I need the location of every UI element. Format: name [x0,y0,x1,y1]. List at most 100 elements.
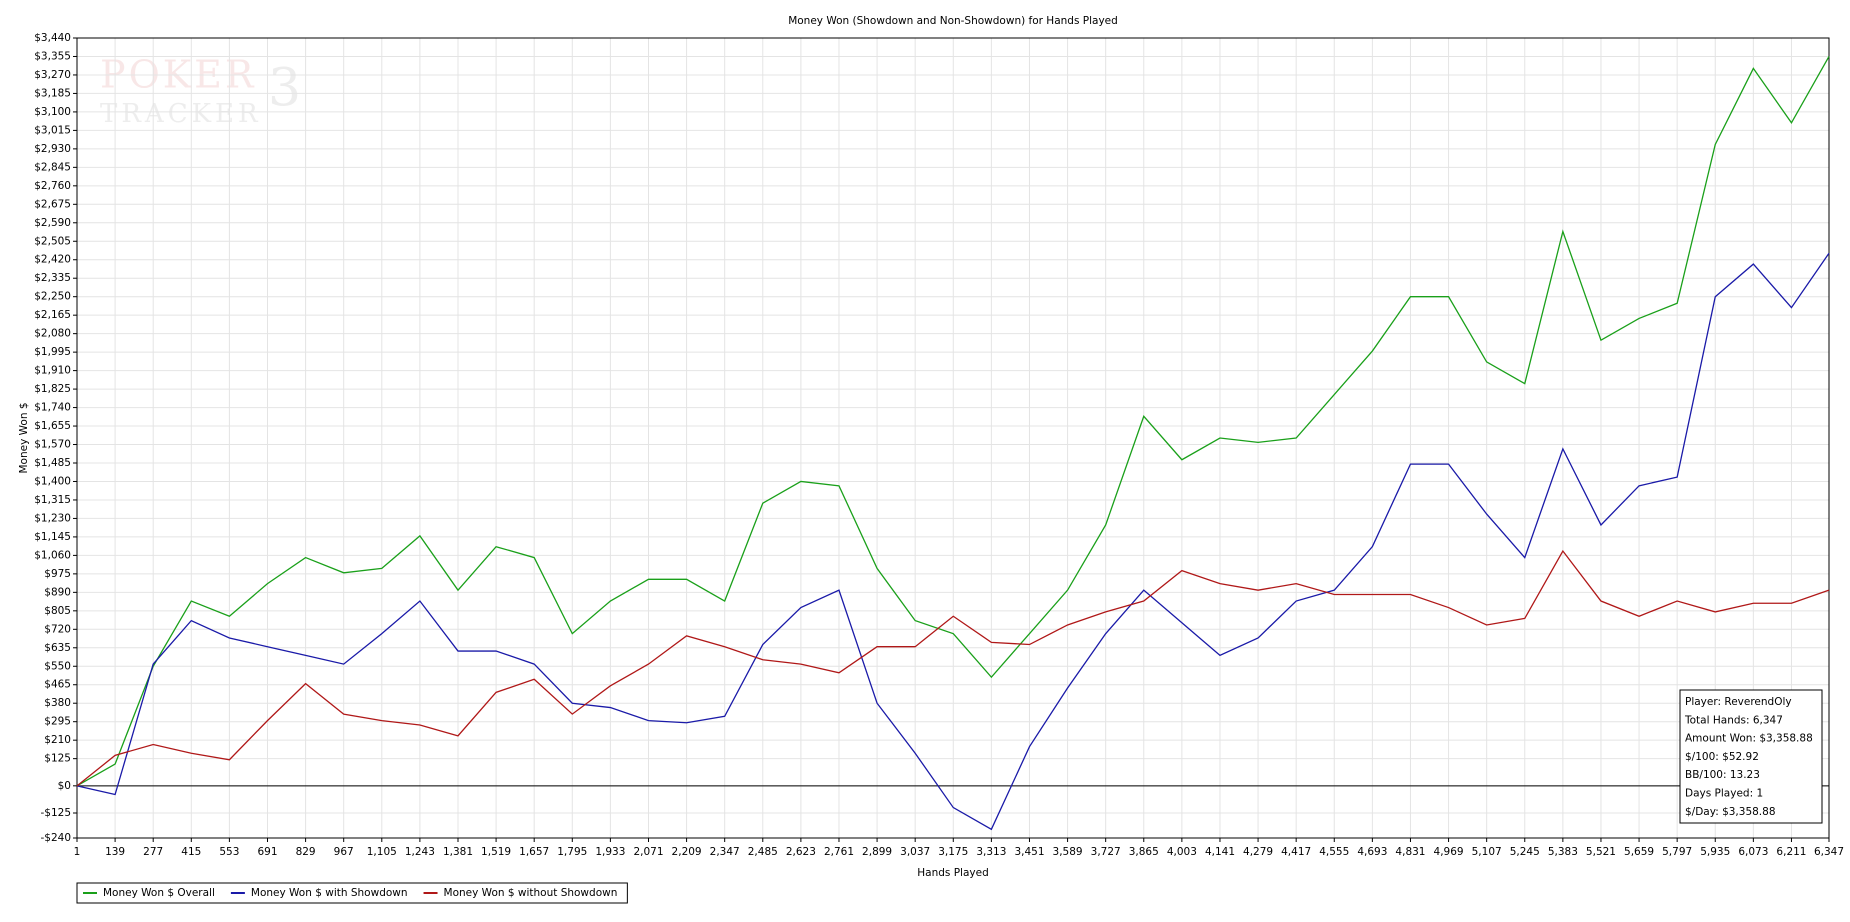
plot-frame [76,37,1830,839]
y-tick-label: $3,270 [34,69,71,81]
info-line: Player: ReverendOly [1685,696,1792,708]
x-tick-label: 5,935 [1700,846,1730,858]
y-tick-label: $1,060 [34,549,71,561]
info-line: Amount Won: $3,358.88 [1685,733,1813,745]
x-tick-label: 3,865 [1129,846,1159,858]
y-tick-label: $2,335 [34,272,71,284]
info-line: $/100: $52.92 [1685,751,1759,763]
x-tick-label: 4,417 [1281,846,1311,858]
y-axis-label: Money Won $ [18,402,30,473]
info-line: Days Played: 1 [1685,788,1763,800]
y-tick-label: $1,485 [34,457,71,469]
x-tick-label: 1,933 [595,846,625,858]
x-tick-label: 2,899 [862,846,892,858]
info-box-frame [1679,689,1823,824]
y-tick-label: $295 [44,716,71,728]
legend-label: Money Won $ Overall [103,887,215,899]
y-tick-label: $975 [44,568,71,580]
y-tick-label: $1,145 [34,531,71,543]
x-tick-label: 5,107 [1472,846,1502,858]
y-tick-label: $0 [58,780,71,792]
y-tick-label: $2,250 [34,291,71,303]
x-tick-label: 691 [257,846,277,858]
y-tick-label: $2,505 [34,235,71,247]
x-tick-label: 2,623 [786,846,816,858]
x-tick-label: 3,313 [976,846,1006,858]
x-tick-label: 4,141 [1205,846,1235,858]
y-tick-label: $125 [44,753,71,765]
x-tick-label: 3,037 [900,846,930,858]
x-tick-label: 5,659 [1624,846,1654,858]
x-tick-label: 2,347 [710,846,740,858]
watermark: POKER TRACKER 3 [100,53,301,130]
x-tick-label: 3,175 [938,846,968,858]
y-tick-label: $890 [44,586,71,598]
watermark-text: 3 [268,59,301,119]
y-tick-label: $635 [44,642,71,654]
x-tick-label: 6,211 [1776,846,1806,858]
y-tick-label: $1,825 [34,383,71,395]
x-tick-label: 1,657 [519,846,549,858]
y-tick-label: $380 [44,697,71,709]
y-tick-label: $465 [44,679,71,691]
y-tick-label: $1,570 [34,439,71,451]
x-tick-label: 967 [334,846,354,858]
y-tick-label: $1,655 [34,420,71,432]
y-tick-label: $2,080 [34,328,71,340]
y-tick-label: $3,440 [34,32,71,44]
info-line: Total Hands: 6,347 [1684,714,1783,726]
x-tick-label: 415 [181,846,201,858]
y-tick-label: $1,740 [34,402,71,414]
x-tick-label: 4,003 [1167,846,1197,858]
x-tick-label: 553 [219,846,239,858]
x-tick-label: 1,519 [481,846,511,858]
y-tick-label: $3,100 [34,106,71,118]
x-tick-label: 4,555 [1319,846,1349,858]
y-tick-label: $1,230 [34,512,71,524]
x-tick-label: 2,485 [748,846,778,858]
x-tick-label: 6,073 [1738,846,1768,858]
y-tick-label: $2,590 [34,217,71,229]
y-tick-label: $720 [44,623,71,635]
y-tick-label: $1,910 [34,365,71,377]
x-tick-label: 1,381 [443,846,473,858]
x-tick-label: 829 [296,846,316,858]
y-tick-label: $2,845 [34,161,71,173]
y-tick-label: -$125 [40,807,71,819]
legend-label: Money Won $ with Showdown [251,887,408,899]
x-tick-label: 5,797 [1662,846,1692,858]
y-tick-label: $550 [44,660,71,672]
x-axis-label: Hands Played [917,867,988,879]
x-tick-label: 4,831 [1395,846,1425,858]
y-tick-label: -$240 [40,832,71,844]
y-tick-label: $2,165 [34,309,71,321]
x-tick-label: 5,245 [1510,846,1540,858]
legend: Money Won $ Overall Money Won $ with Show… [76,882,628,904]
chart-title: Money Won (Showdown and Non-Showdown) fo… [788,15,1118,27]
series-line [76,549,1830,787]
watermark-text: TRACKER [100,99,262,129]
series-line [76,252,1830,831]
x-tick-label: 3,589 [1053,846,1083,858]
x-tick-label: 5,383 [1548,846,1578,858]
y-tick-label: $1,315 [34,494,71,506]
x-tick-label: 1,795 [557,846,587,858]
x-tick-label: 2,071 [633,846,663,858]
y-tick-label: $2,420 [34,254,71,266]
y-tick-label: $2,675 [34,198,71,210]
y-tick-label: $805 [44,605,71,617]
x-tick-label: 3,727 [1091,846,1121,858]
info-line: BB/100: 13.23 [1685,769,1760,781]
x-tick-label: 2,761 [824,846,854,858]
x-tick-label: 5,521 [1586,846,1616,858]
y-tick-label: $3,015 [34,124,71,136]
x-tick-label: 1 [74,846,81,858]
y-tick-label: $210 [44,734,71,746]
legend-box [76,882,628,904]
x-tick-label: 277 [143,846,163,858]
series-line [76,56,1830,787]
x-tick-label: 139 [105,846,125,858]
x-tick-label: 4,693 [1357,846,1387,858]
x-tick-label: 4,969 [1434,846,1464,858]
